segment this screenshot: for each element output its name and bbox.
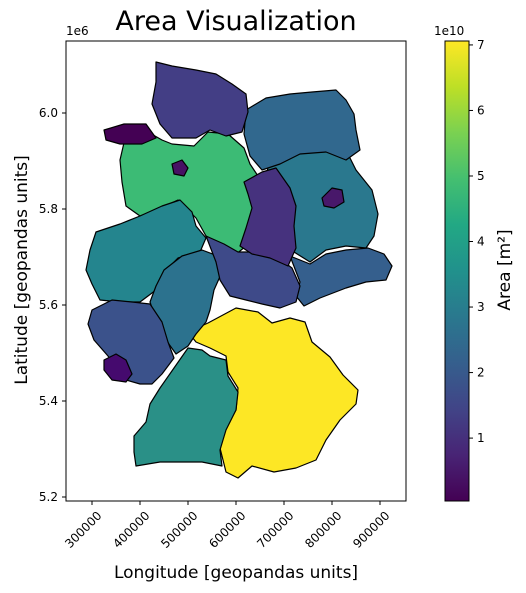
x-axis-label: Longitude [geopandas units]	[113, 563, 359, 583]
region-nrw	[85, 199, 207, 303]
y-axis-ticks: 5.2 5.4 5.6 5.8 6.0	[39, 106, 66, 504]
y-tick-label: 6.0	[39, 106, 58, 120]
region-saarland	[103, 353, 133, 383]
region-thuringia	[205, 235, 301, 309]
region-saxony	[289, 247, 393, 307]
colorbar-offset-label: 1e10	[434, 24, 465, 38]
region-schleswig-holstein	[151, 61, 249, 139]
region-hamburg	[171, 159, 189, 177]
x-axis-ticks: 300000 400000 500000 600000 700000 800000 9000…	[62, 501, 392, 551]
y-tick-label: 5.6	[39, 298, 58, 312]
x-tick-label: 700000	[254, 509, 296, 551]
colorbar-ticks: 1 2 3 4 5 6 7	[469, 38, 485, 445]
y-offset-label: 1e6	[66, 24, 89, 38]
y-tick-label: 5.8	[39, 202, 58, 216]
colorbar-tick-label: 4	[477, 235, 485, 249]
region-mv	[243, 89, 361, 171]
colorbar-tick-label: 3	[477, 300, 485, 314]
region-baden-wuerttemberg	[133, 347, 239, 467]
x-tick-label: 800000	[302, 509, 344, 551]
x-tick-label: 600000	[206, 509, 248, 551]
colorbar-tick-label: 2	[477, 366, 485, 380]
map-title: Area Visualization	[115, 6, 357, 37]
x-tick-label: 500000	[158, 509, 200, 551]
x-tick-label: 900000	[350, 509, 392, 551]
region-saxony-anhalt	[239, 167, 297, 267]
colorbar-tick-label: 6	[477, 103, 485, 117]
y-tick-label: 5.2	[39, 490, 58, 504]
region-berlin	[321, 187, 345, 209]
colorbar-tick-label: 7	[477, 38, 485, 52]
colorbar-tick-label: 1	[477, 431, 485, 445]
y-tick-label: 5.4	[39, 394, 58, 408]
colorbar-tick-label: 5	[477, 169, 485, 183]
x-tick-label: 300000	[62, 509, 104, 551]
colorbar	[444, 40, 470, 502]
x-tick-label: 400000	[110, 509, 152, 551]
region-bremen	[103, 123, 157, 145]
region-rhineland-palatinate	[87, 299, 175, 385]
